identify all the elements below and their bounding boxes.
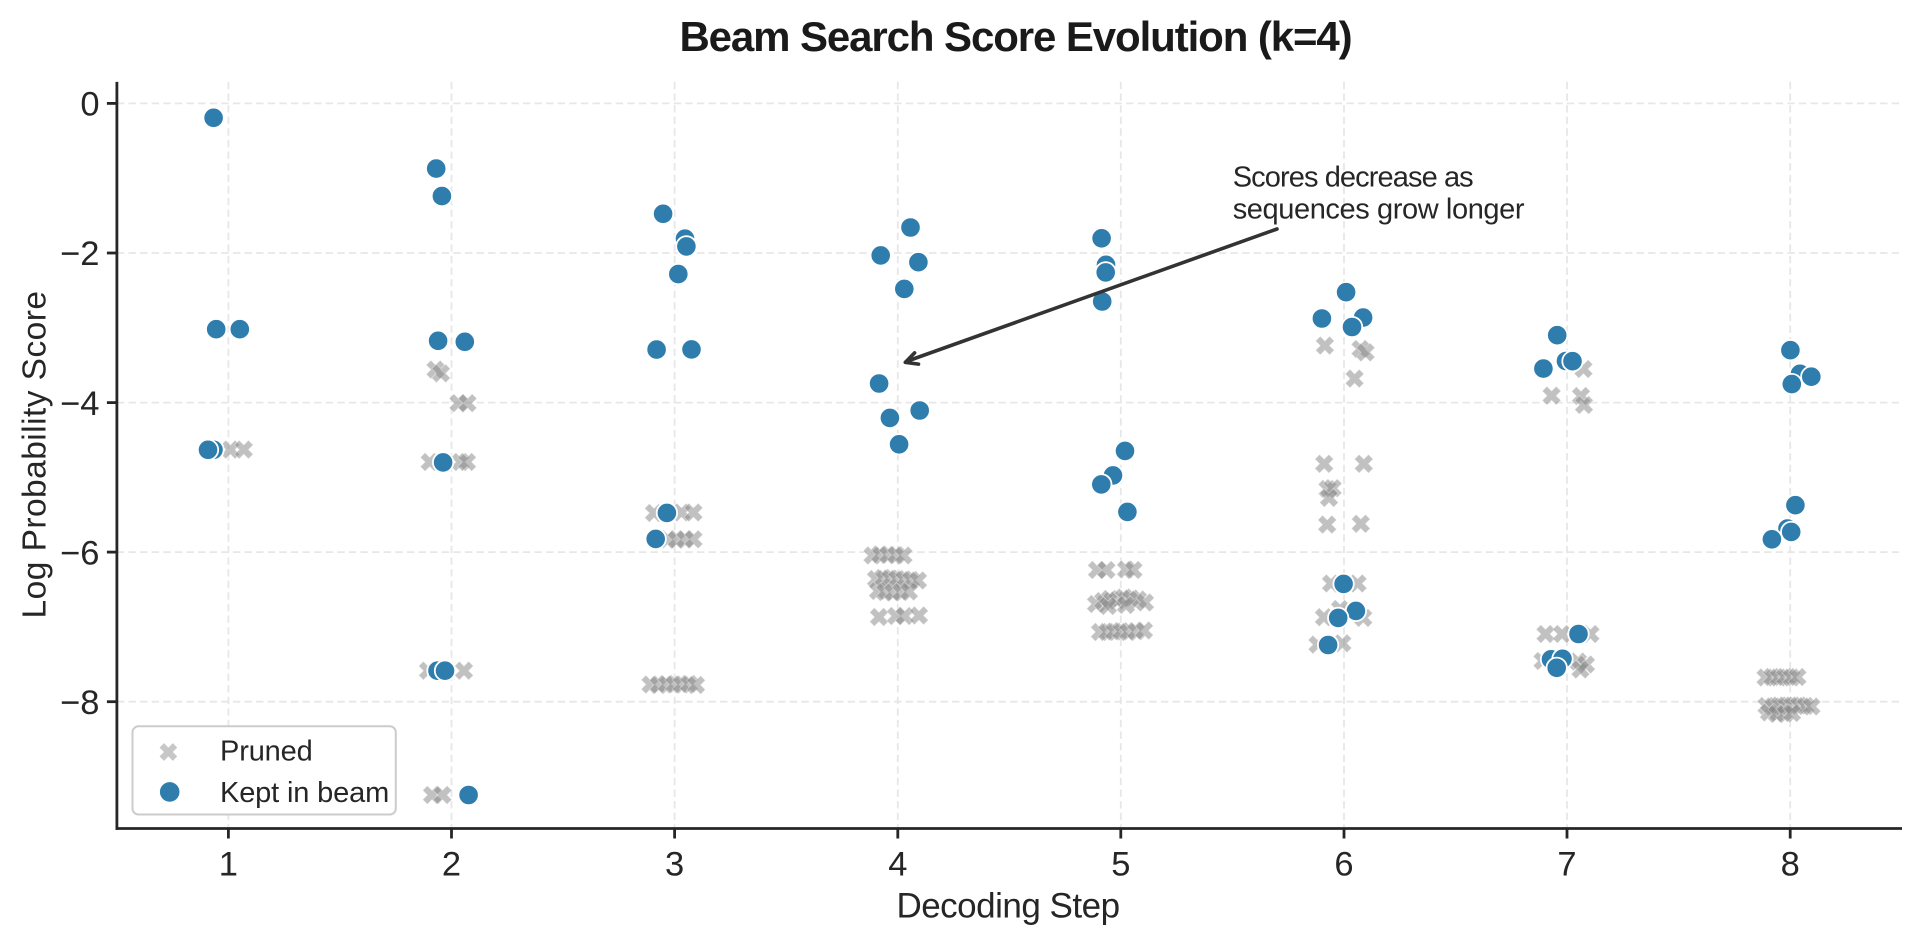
svg-text:6: 6 xyxy=(1334,846,1353,884)
svg-text:7: 7 xyxy=(1557,846,1576,884)
svg-text:8: 8 xyxy=(1781,846,1800,884)
svg-text:−2: −2 xyxy=(60,235,99,273)
svg-text:5: 5 xyxy=(1111,846,1130,884)
svg-text:−4: −4 xyxy=(60,385,99,423)
svg-text:0: 0 xyxy=(80,86,99,124)
svg-text:1: 1 xyxy=(219,846,238,884)
svg-text:4: 4 xyxy=(888,846,907,884)
svg-text:Beam Search Score Evolution (k: Beam Search Score Evolution (k=4) xyxy=(679,13,1351,60)
svg-text:sequences grow longer: sequences grow longer xyxy=(1233,193,1525,225)
svg-text:Decoding Step: Decoding Step xyxy=(896,887,1119,926)
svg-text:−8: −8 xyxy=(60,684,99,722)
svg-text:3: 3 xyxy=(665,846,684,884)
svg-text:Kept in beam: Kept in beam xyxy=(220,777,389,809)
svg-text:Scores decrease as: Scores decrease as xyxy=(1233,162,1473,194)
svg-text:Log Probability Score: Log Probability Score xyxy=(17,291,54,619)
svg-text:Pruned: Pruned xyxy=(220,736,313,768)
svg-text:2: 2 xyxy=(442,846,461,884)
svg-text:−6: −6 xyxy=(60,534,99,572)
